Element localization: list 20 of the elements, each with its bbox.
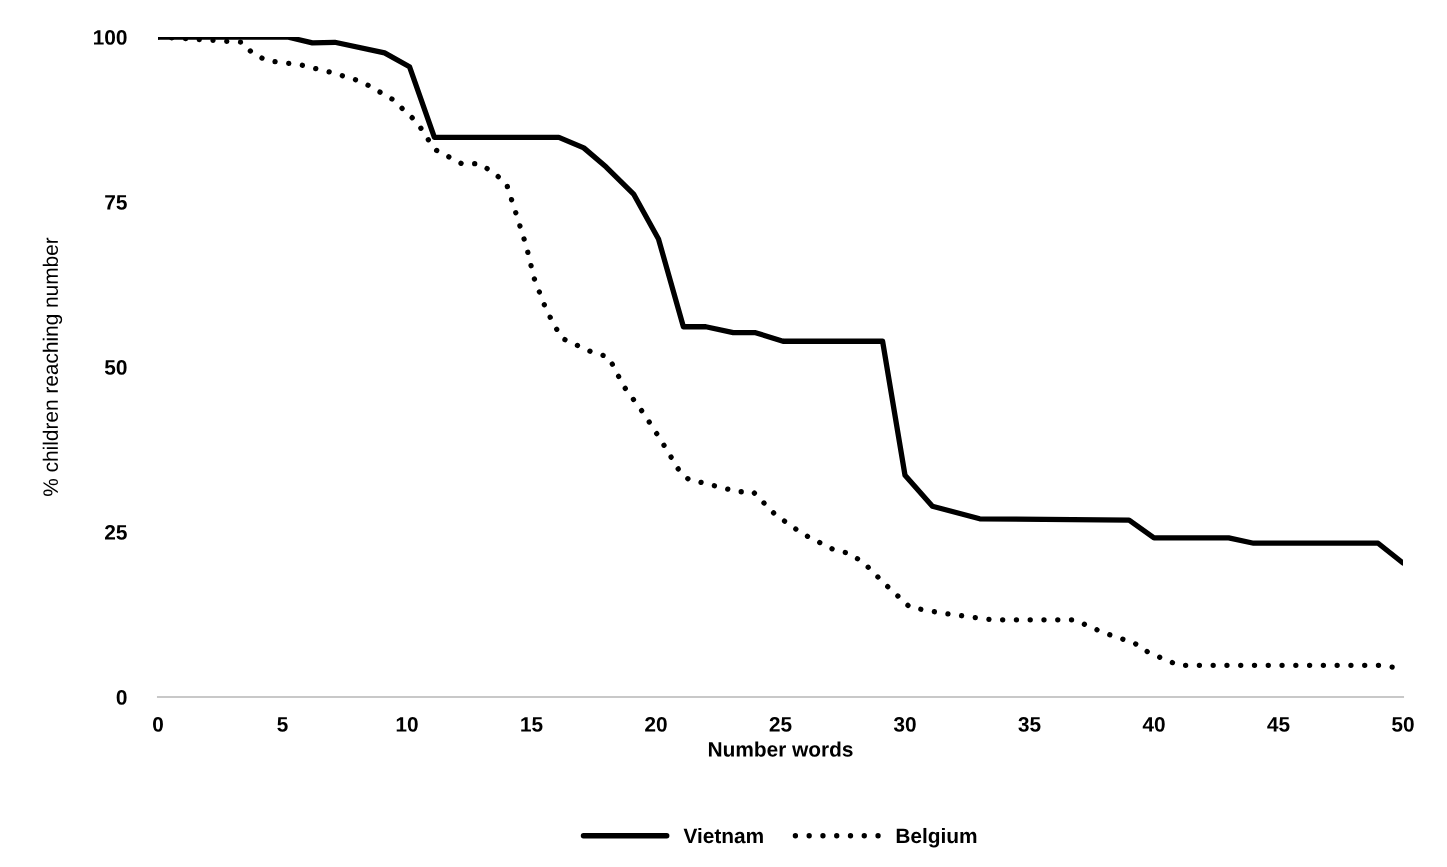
y-axis-title: % children reaching number xyxy=(42,237,63,496)
legend-label: Belgium xyxy=(896,827,977,848)
x-tick-label: 50 xyxy=(1392,716,1414,732)
y-tick-label: 0 xyxy=(116,690,127,705)
x-tick-label: 40 xyxy=(1142,716,1165,732)
x-tick-label: 20 xyxy=(645,716,667,732)
x-tick-label: 30 xyxy=(893,716,916,732)
x-tick-label: 15 xyxy=(521,717,543,732)
y-tick-label: 75 xyxy=(105,195,127,210)
y-tick-label: 50 xyxy=(104,360,127,375)
x-tick-label: 35 xyxy=(1018,716,1041,732)
x-axis-title: Number words xyxy=(708,741,853,757)
x-tick-label: 0 xyxy=(153,716,163,732)
x-tick-label: 25 xyxy=(769,716,792,732)
legend-label: Vietnam xyxy=(683,827,763,844)
x-tick-label: 5 xyxy=(277,717,288,732)
x-tick-label: 10 xyxy=(396,716,418,732)
x-tick-label: 45 xyxy=(1267,717,1290,732)
y-tick-label: 100 xyxy=(94,30,127,45)
y-tick-label: 25 xyxy=(105,525,127,540)
